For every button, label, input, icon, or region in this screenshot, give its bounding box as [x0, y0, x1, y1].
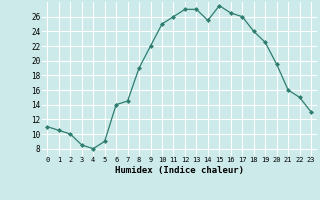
X-axis label: Humidex (Indice chaleur): Humidex (Indice chaleur) [115, 166, 244, 175]
